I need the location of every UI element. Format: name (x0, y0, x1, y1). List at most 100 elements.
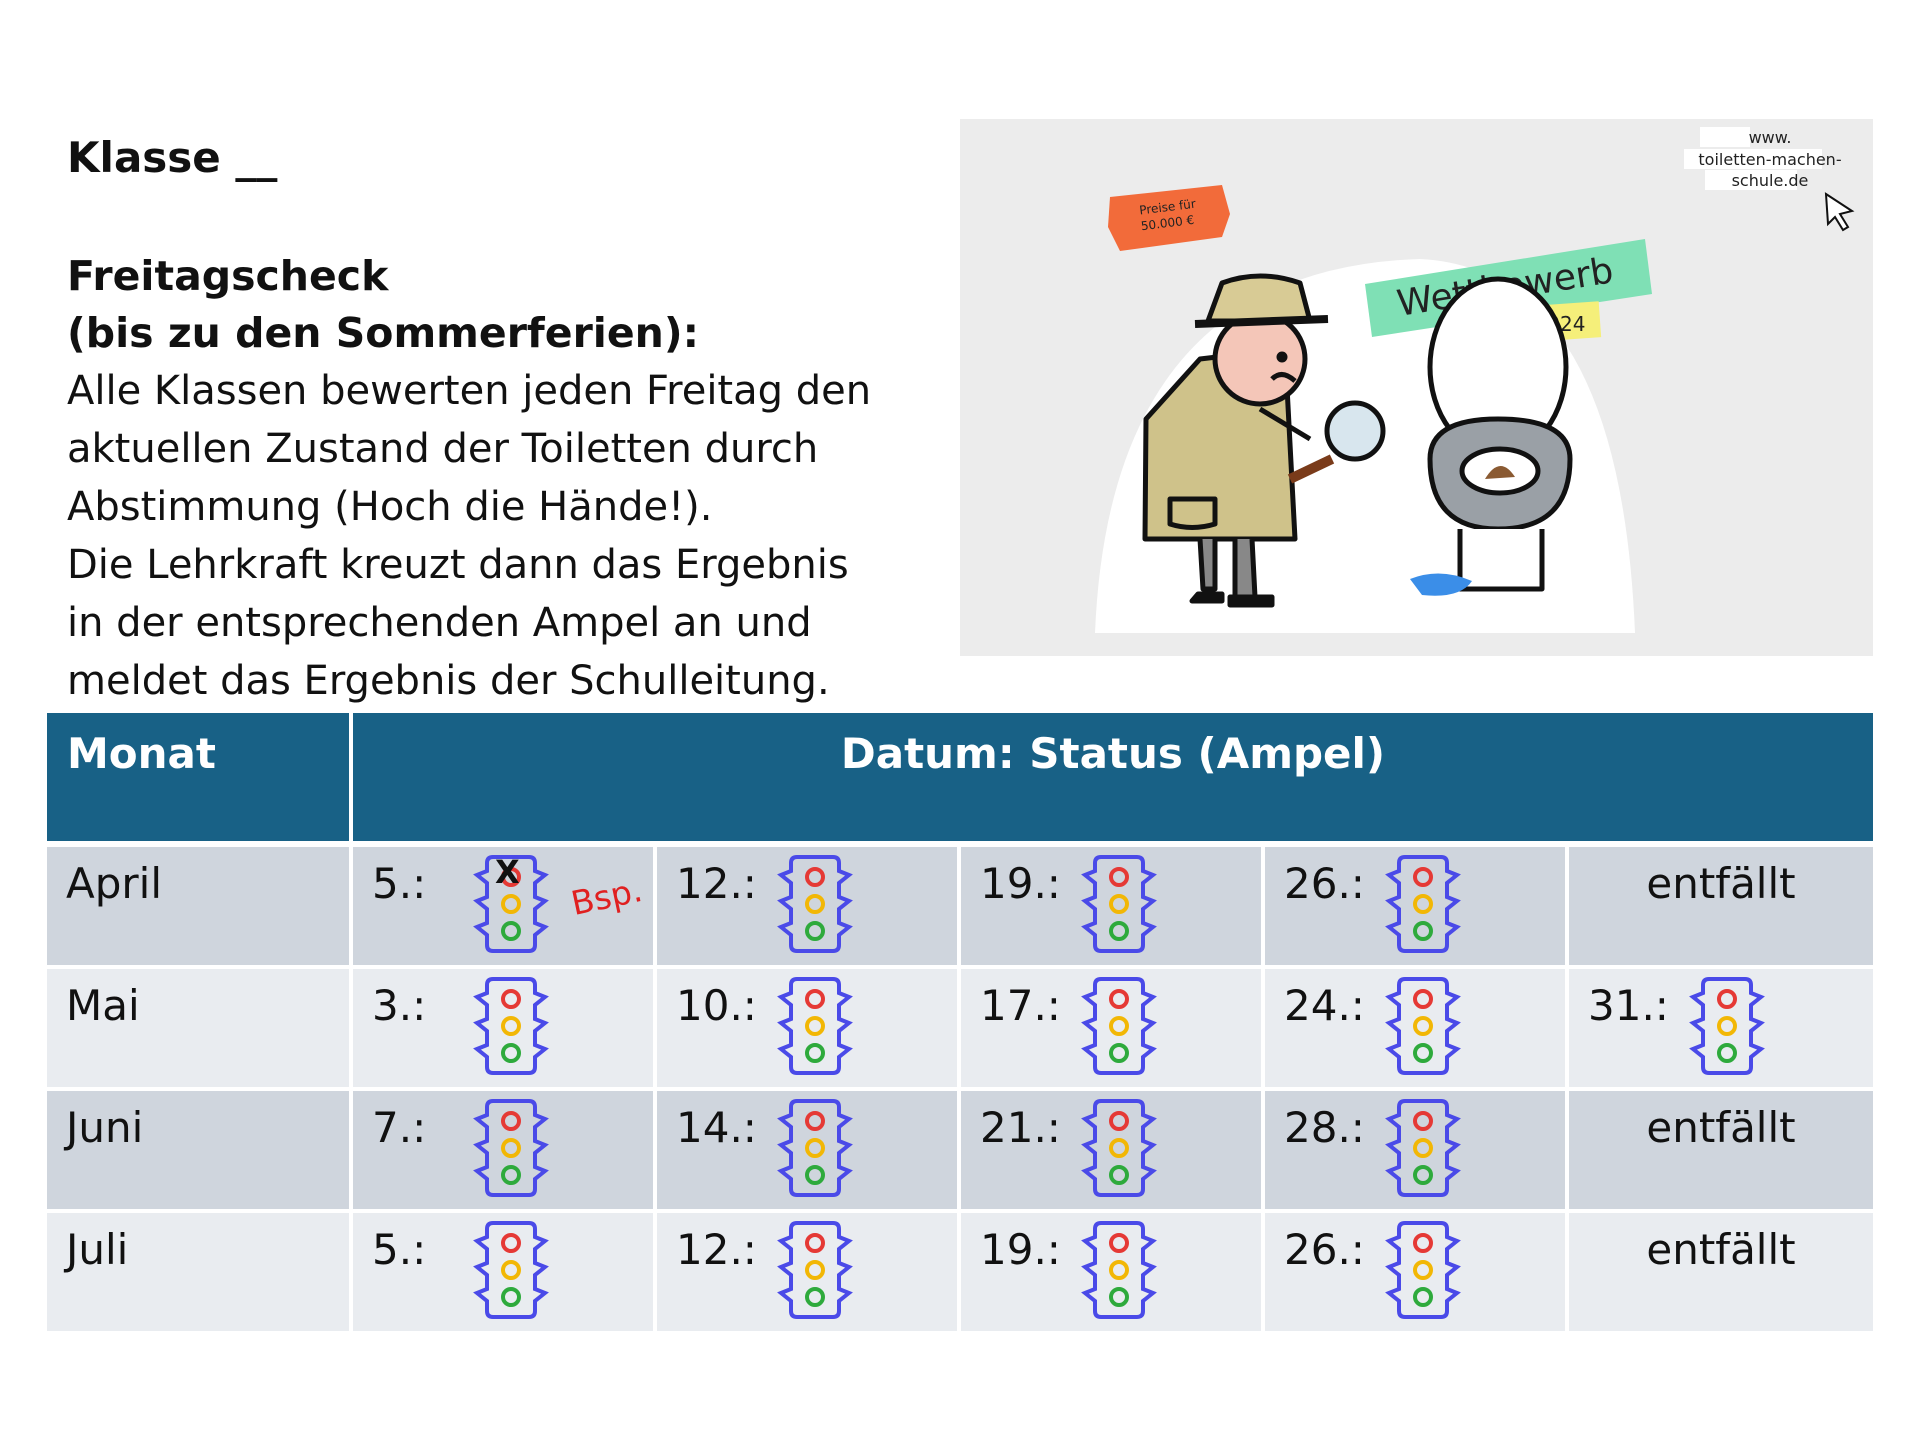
section-heading: Freitagscheck (bis zu den Sommerferien): (67, 248, 699, 362)
month-label: April (66, 859, 162, 908)
month-cell: Juli (47, 1211, 353, 1335)
date-cell[interactable]: 26.: (1263, 847, 1569, 969)
green-lamp[interactable] (1109, 1287, 1129, 1307)
traffic-light-icon[interactable] (1079, 1219, 1159, 1321)
yellow-lamp[interactable] (1109, 1138, 1129, 1158)
yellow-lamp[interactable] (1109, 1260, 1129, 1280)
red-lamp[interactable] (1413, 1233, 1433, 1253)
yellow-lamp[interactable] (805, 1260, 825, 1280)
yellow-lamp[interactable] (1109, 1016, 1129, 1036)
green-lamp[interactable] (501, 1287, 521, 1307)
yellow-lamp[interactable] (805, 894, 825, 914)
green-lamp[interactable] (1413, 1165, 1433, 1185)
traffic-light-icon[interactable] (471, 975, 551, 1077)
red-lamp[interactable] (1413, 1111, 1433, 1131)
date-cell[interactable]: 19.: (959, 1211, 1265, 1335)
traffic-light-icon[interactable] (1079, 1097, 1159, 1199)
traffic-light-icon[interactable] (1383, 975, 1463, 1077)
green-lamp[interactable] (1109, 921, 1129, 941)
date-cell[interactable]: 12.: (655, 1211, 961, 1335)
traffic-light-icon[interactable] (775, 1219, 855, 1321)
red-lamp[interactable] (1717, 989, 1737, 1009)
traffic-light-icon[interactable] (775, 975, 855, 1077)
green-lamp[interactable] (805, 921, 825, 941)
red-lamp[interactable] (1109, 1111, 1129, 1131)
date-cell[interactable]: 17.: (959, 967, 1265, 1091)
red-lamp[interactable] (1413, 989, 1433, 1009)
yellow-lamp[interactable] (1413, 1260, 1433, 1280)
green-lamp[interactable] (1413, 921, 1433, 941)
price-tag-line1: Preise für (1139, 197, 1197, 218)
green-lamp[interactable] (805, 1043, 825, 1063)
date-cell[interactable]: 26.: (1263, 1211, 1569, 1335)
instruction-line: Abstimmung (Hoch die Hände!). (67, 484, 713, 530)
traffic-light-icon[interactable] (1079, 853, 1159, 955)
red-lamp[interactable] (805, 867, 825, 887)
yellow-lamp[interactable] (501, 894, 521, 914)
red-lamp[interactable] (805, 989, 825, 1009)
column-header-status: Datum: Status (Ampel) (351, 713, 1873, 841)
traffic-light-icon[interactable] (1079, 975, 1159, 1077)
green-lamp[interactable] (501, 1043, 521, 1063)
date-cell[interactable]: 24.: (1263, 967, 1569, 1091)
date-cell[interactable]: 19.: (959, 847, 1265, 969)
traffic-light-icon[interactable] (1687, 975, 1767, 1077)
month-label: Juni (66, 1103, 144, 1152)
green-lamp[interactable] (805, 1287, 825, 1307)
red-lamp[interactable] (501, 867, 521, 887)
green-lamp[interactable] (1413, 1287, 1433, 1307)
green-lamp[interactable] (501, 921, 521, 941)
traffic-light-icon[interactable] (1383, 1097, 1463, 1199)
traffic-light-icon[interactable] (775, 1097, 855, 1199)
yellow-lamp[interactable] (805, 1016, 825, 1036)
detective-figure (1142, 273, 1386, 608)
date-cell[interactable]: 5.: (351, 1211, 657, 1335)
red-lamp[interactable] (501, 989, 521, 1009)
yellow-lamp[interactable] (1717, 1016, 1737, 1036)
date-cell[interactable]: 3.: (351, 967, 657, 1091)
traffic-light-icon[interactable] (1383, 853, 1463, 955)
green-lamp[interactable] (805, 1165, 825, 1185)
yellow-lamp[interactable] (501, 1138, 521, 1158)
date-cell[interactable]: 5.: X Bsp. (351, 847, 657, 969)
yellow-lamp[interactable] (1413, 894, 1433, 914)
traffic-light-icon[interactable] (471, 853, 551, 955)
red-lamp[interactable] (1109, 1233, 1129, 1253)
red-lamp[interactable] (805, 1111, 825, 1131)
traffic-light-icon[interactable] (471, 1219, 551, 1321)
date-label: 3.: (372, 981, 427, 1030)
date-label: 19.: (980, 859, 1061, 908)
date-cell[interactable]: 7.: (351, 1089, 657, 1213)
date-cell[interactable]: 21.: (959, 1089, 1265, 1213)
date-cell[interactable]: 12.: (655, 847, 961, 969)
red-lamp[interactable] (1109, 867, 1129, 887)
date-cell[interactable]: 28.: (1263, 1089, 1569, 1213)
friday-check-table: Monat Datum: Status (Ampel) April 5.: X Bsp… (47, 713, 1873, 1335)
yellow-lamp[interactable] (501, 1016, 521, 1036)
green-lamp[interactable] (1109, 1043, 1129, 1063)
heading-line: (bis zu den Sommerferien): (67, 309, 699, 357)
yellow-lamp[interactable] (1413, 1016, 1433, 1036)
traffic-light-icon[interactable] (471, 1097, 551, 1199)
green-lamp[interactable] (1413, 1043, 1433, 1063)
green-lamp[interactable] (1109, 1165, 1129, 1185)
green-lamp[interactable] (501, 1165, 521, 1185)
date-cell[interactable]: 31.: (1567, 967, 1873, 1091)
date-label: 28.: (1284, 1103, 1365, 1152)
cancelled-label: entfällt (1646, 1103, 1796, 1152)
red-lamp[interactable] (1413, 867, 1433, 887)
red-lamp[interactable] (501, 1233, 521, 1253)
traffic-light-icon[interactable] (775, 853, 855, 955)
red-lamp[interactable] (1109, 989, 1129, 1009)
red-lamp[interactable] (805, 1233, 825, 1253)
yellow-lamp[interactable] (501, 1260, 521, 1280)
red-lamp[interactable] (501, 1111, 521, 1131)
date-cell[interactable]: 10.: (655, 967, 961, 1091)
green-lamp[interactable] (1717, 1043, 1737, 1063)
yellow-lamp[interactable] (805, 1138, 825, 1158)
yellow-lamp[interactable] (1109, 894, 1129, 914)
traffic-light-icon[interactable] (1383, 1219, 1463, 1321)
date-cell[interactable]: 14.: (655, 1089, 961, 1213)
yellow-lamp[interactable] (1413, 1138, 1433, 1158)
date-label: 5.: (372, 1225, 427, 1274)
